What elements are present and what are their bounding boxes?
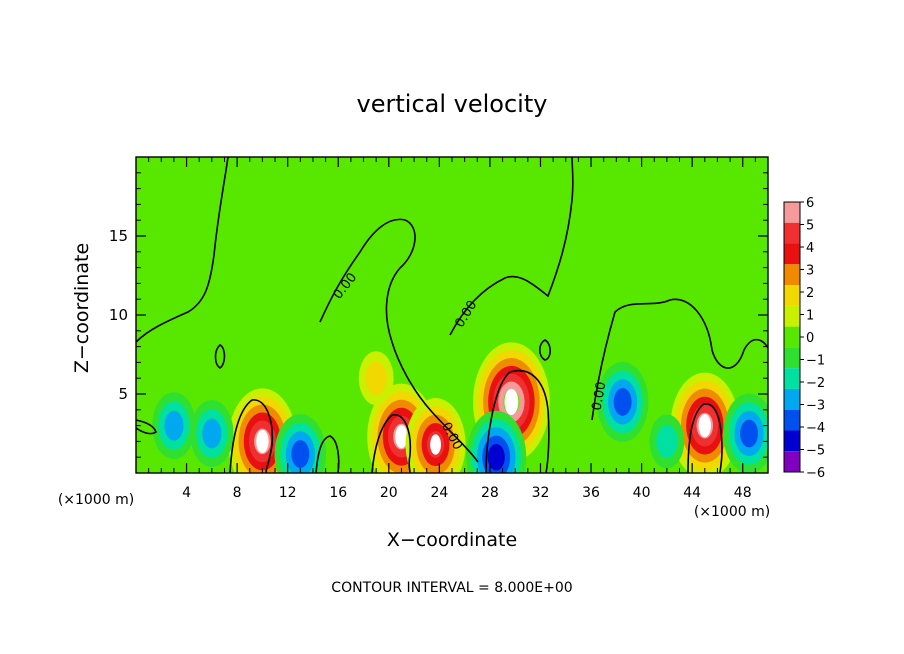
x-tick-label: 4 (182, 485, 191, 501)
colorbar-label: 6 (806, 196, 814, 211)
y-tick-label: 15 (109, 227, 128, 245)
x-tick-label: 48 (734, 485, 752, 501)
zero-contour (315, 435, 340, 473)
chart-title: vertical velocity (357, 90, 548, 118)
y-tick-label: 10 (109, 306, 128, 324)
zero-contour (136, 157, 229, 343)
contour-label: 0.00 (590, 381, 610, 412)
x-tick-label: 24 (430, 485, 448, 501)
x-unit-label-right: (×1000 m) (694, 504, 770, 520)
colorbar-label: 2 (806, 286, 814, 301)
zero-contour (229, 399, 274, 473)
field-blob (202, 418, 222, 449)
colorbar-label: 4 (806, 241, 814, 256)
x-tick-label: 28 (481, 485, 499, 501)
zero-contour (538, 339, 552, 361)
colorbar-label: −1 (806, 354, 825, 369)
field-blob (256, 429, 269, 454)
colorbar-label: −5 (806, 444, 825, 459)
x-tick-label: 36 (582, 485, 600, 501)
colorbar-swatch (784, 326, 800, 348)
colorbar-swatch (784, 347, 800, 369)
field-blob (504, 388, 519, 415)
colorbar-swatch (784, 305, 800, 327)
x-tick-label: 8 (233, 485, 242, 501)
colorbar-swatch (784, 222, 800, 244)
y-tick-label: 5 (118, 385, 128, 403)
field-blob (698, 413, 711, 438)
zero-contour (214, 344, 226, 369)
zero-contours (136, 157, 768, 473)
colorbar-label: 5 (806, 219, 814, 234)
colorbar-label: −2 (806, 376, 825, 391)
field-blob (365, 361, 387, 395)
field-blob (430, 434, 441, 455)
colorbar-swatch (784, 430, 800, 452)
zero-contour (687, 403, 723, 473)
colorbar-label: 0 (806, 331, 814, 346)
x-axis: 4 8 12 16 20 24 28 32 36 40 44 48 (148, 157, 756, 501)
colorbar-swatch (784, 285, 800, 306)
colorbar-label: −6 (806, 466, 825, 481)
x-tick-label: 20 (380, 485, 398, 501)
zero-contour (485, 369, 550, 473)
x-tick-label: 12 (279, 485, 297, 501)
field-blob (395, 425, 408, 449)
colorbar-swatch (784, 264, 800, 286)
field-blob (291, 440, 310, 468)
field-blob (740, 419, 759, 448)
x-tick-label: 32 (532, 485, 550, 501)
velocity-field (152, 342, 768, 473)
field-blob (656, 424, 678, 459)
x-tick-label: 44 (683, 485, 701, 501)
y-axis-label: Z−coordinate (71, 243, 93, 373)
colorbar-label: 3 (806, 264, 814, 279)
x-tick-label: 16 (329, 485, 347, 501)
zero-contour (449, 157, 574, 336)
contour-interval-note: CONTOUR INTERVAL = 8.000E+00 (331, 580, 572, 596)
colorbar: 6 5 4 3 2 1 0 −1 −2 −3 −4 −5 −6 (783, 196, 825, 481)
plot-area: 0.00 0.00 0.00 0.00 (136, 157, 768, 473)
zero-contour (591, 298, 768, 421)
colorbar-label: 1 (806, 309, 814, 324)
zero-contour (371, 414, 412, 473)
colorbar-swatch (784, 243, 800, 265)
x-axis-label: X−coordinate (387, 529, 517, 551)
zero-contour (319, 218, 479, 463)
x-tick-label: 40 (633, 485, 651, 501)
colorbar-swatch (784, 388, 800, 410)
colorbar-swatch (784, 202, 800, 223)
zero-contour (136, 419, 157, 435)
field-blob (164, 410, 184, 441)
field-blob (487, 443, 505, 471)
y-axis: 5 10 15 (109, 172, 768, 458)
field-blob (613, 387, 632, 416)
x-unit-label-left: (×1000 m) (58, 492, 134, 508)
colorbar-swatch (784, 368, 800, 389)
colorbar-label: −4 (806, 421, 825, 436)
colorbar-swatch (784, 451, 800, 472)
colorbar-label: −3 (806, 399, 825, 414)
colorbar-swatch (784, 409, 800, 431)
